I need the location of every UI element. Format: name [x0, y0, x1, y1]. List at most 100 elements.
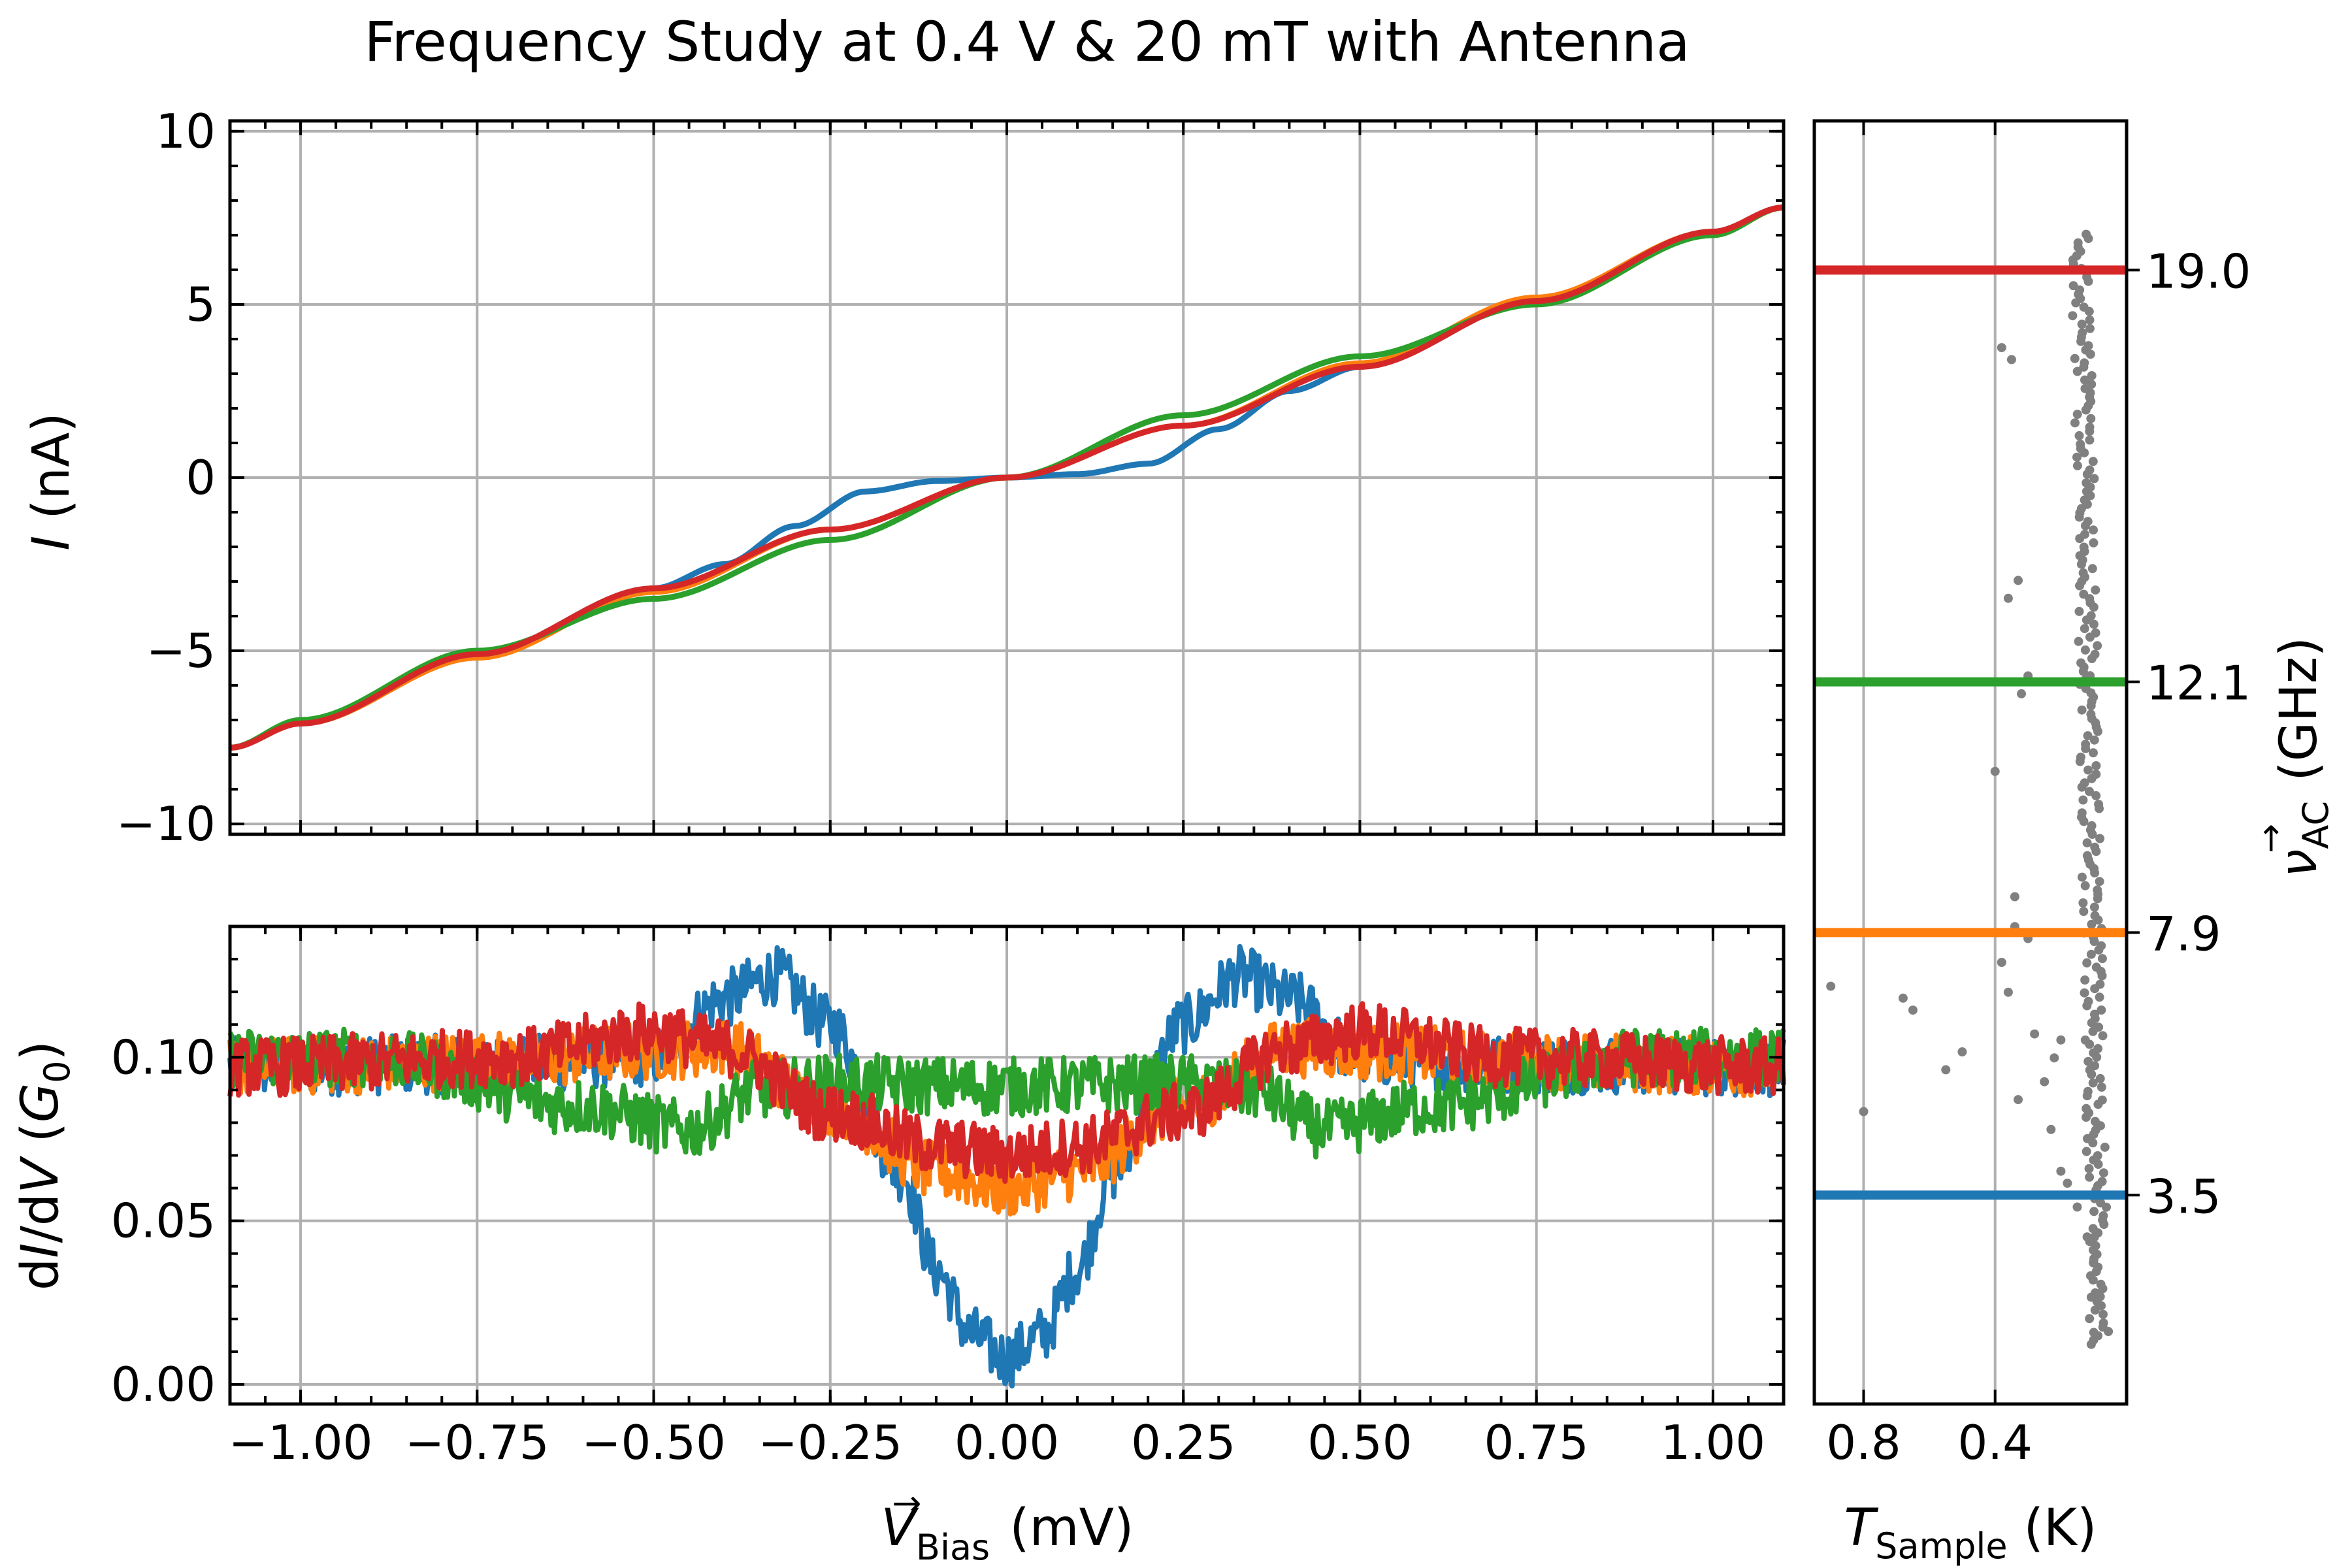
temperature-point [2076, 440, 2085, 449]
temperature-point [2094, 800, 2104, 809]
x-tick-label: 0.75 [1484, 1415, 1589, 1470]
y-tick-label: 10 [155, 104, 216, 159]
x-tick-label: 1.00 [1661, 1415, 1765, 1470]
temperature-point [2083, 996, 2093, 1006]
temperature-point [2085, 315, 2095, 325]
y-tick-label: 0.10 [111, 1030, 216, 1085]
temperature-point [2030, 1029, 2040, 1039]
didv-series-line [227, 1025, 1786, 1160]
temperature-point [2097, 1083, 2106, 1092]
temperature-point [2080, 975, 2090, 985]
temperature-point [2077, 872, 2087, 882]
iv-series-line [229, 204, 1784, 751]
frequency-axis-label: νAC→ (GHz) [2249, 637, 2336, 877]
x-tick-label: 0.8 [1826, 1415, 1901, 1470]
temperature-point [2089, 748, 2098, 758]
temperature-axis-label: TSample (K) [1844, 1499, 2097, 1567]
temperature-point [2056, 1035, 2066, 1045]
temperature-point [2083, 1056, 2093, 1066]
temperature-point [2090, 1117, 2100, 1126]
temperature-point [2080, 624, 2089, 634]
chart-title: Frequency Study at 0.4 V & 20 mT with An… [364, 10, 1690, 74]
temperature-point [2098, 1031, 2108, 1041]
temperature-point [2084, 1164, 2094, 1173]
temperature-point [2099, 1168, 2108, 1178]
didv-panel: −1.00 −0.75 −0.50 −0.25 0.00 0.25 0.50 0.75 1.00… [111, 924, 1786, 1470]
temperature-point [2083, 731, 2093, 741]
temperature-point [1898, 993, 1908, 1003]
temperature-point [2082, 958, 2092, 968]
temperature-point [2087, 564, 2097, 574]
temperature-point [2089, 1328, 2099, 1337]
temperature-point [2010, 892, 2019, 902]
frequency-marker-label: 3.5 [2146, 1169, 2221, 1224]
temperature-point [1997, 958, 2006, 967]
temperature-point [2097, 1005, 2106, 1015]
didv-y-axis-label: dI/dV (G0) [11, 1041, 78, 1290]
temperature-point [2077, 705, 2087, 715]
temperature-point [2056, 1166, 2066, 1176]
temperature-point [2076, 752, 2085, 762]
temperature-point [2072, 452, 2082, 462]
temperature-point [2094, 1022, 2104, 1032]
x-tick-label: −1.00 [229, 1415, 373, 1470]
temperature-point [2090, 911, 2100, 921]
temperature-point [1859, 1107, 1869, 1117]
temperature-point [2093, 641, 2102, 651]
temperature-point [2072, 461, 2082, 470]
temperature-point [2082, 1103, 2091, 1113]
temperature-point [2014, 576, 2023, 585]
axes-frame [1812, 119, 2129, 1406]
temperature-point [2080, 645, 2090, 655]
temperature-point [2079, 589, 2089, 599]
temperature-point [2089, 619, 2099, 629]
temperature-point [1908, 1005, 1918, 1015]
temperature-point [2089, 1207, 2099, 1217]
temperature-point [2093, 1044, 2103, 1053]
x-tick-label: 0.25 [1131, 1415, 1235, 1470]
temperature-point [2095, 877, 2104, 887]
temperature-point [2068, 281, 2078, 291]
y-tick-label: 0.05 [111, 1194, 216, 1249]
temperature-point [2090, 842, 2100, 852]
temperature-point [2091, 761, 2101, 770]
temperature-point [2093, 1151, 2102, 1160]
temperature-point [1941, 1065, 1951, 1075]
temperature-panel: 3.5 7.9 12.1 19.0 0.8 0.4 [1812, 119, 2251, 1470]
temperature-point [2091, 770, 2101, 779]
temperature-point [2097, 954, 2107, 964]
temperature-point [2079, 542, 2089, 552]
didv-series-line [227, 1001, 1786, 1184]
temperature-point [2085, 465, 2095, 475]
x-tick-label: 0.50 [1307, 1415, 1412, 1470]
temperature-point [2074, 636, 2083, 646]
temperature-point [2099, 1211, 2108, 1220]
temperature-point [2017, 689, 2026, 698]
temperature-point [2087, 821, 2097, 830]
temperature-point [1990, 766, 2000, 776]
temperature-point [2079, 302, 2089, 312]
iv-y-axis-label: I (nA) [22, 412, 81, 550]
frequency-marker-label: 7.9 [2146, 906, 2221, 961]
temperature-point [2006, 355, 2016, 365]
temperature-point [2085, 323, 2095, 333]
temperature-point [2083, 517, 2093, 527]
temperature-point [2080, 358, 2089, 368]
temperature-point [2082, 838, 2092, 848]
temperature-point [2078, 898, 2088, 907]
temperature-point [2085, 435, 2095, 445]
temperature-point [2089, 525, 2098, 535]
temperature-point [2089, 902, 2099, 912]
frequency-marker-label: 19.0 [2146, 244, 2251, 299]
temperature-point [2078, 328, 2087, 338]
temperature-point [2078, 795, 2088, 805]
y-tick-label: 0.00 [111, 1357, 216, 1412]
x-axis-label: VBias→ (mV) [881, 1482, 1134, 1568]
temperature-point [2003, 593, 2013, 603]
temperature-point [2046, 1124, 2056, 1134]
temperature-point [2081, 740, 2091, 749]
temperature-point [2074, 606, 2084, 616]
x-tick-label: −0.25 [758, 1415, 902, 1470]
temperature-point [2091, 585, 2100, 595]
x-tick-label: 0.00 [955, 1415, 1059, 1470]
